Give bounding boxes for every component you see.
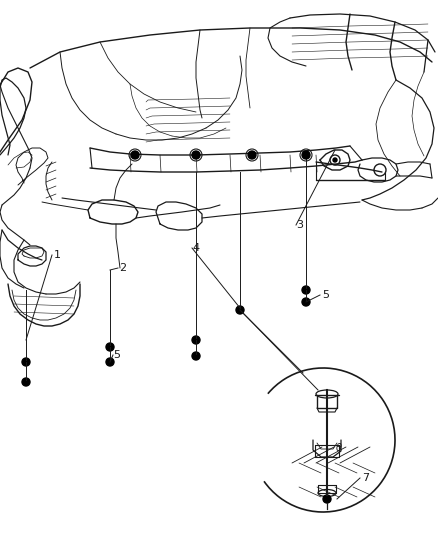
Circle shape xyxy=(22,378,30,386)
Circle shape xyxy=(131,151,139,159)
Circle shape xyxy=(192,336,200,344)
Circle shape xyxy=(192,352,200,360)
Circle shape xyxy=(302,151,310,159)
Circle shape xyxy=(192,151,200,159)
Circle shape xyxy=(22,358,30,366)
Circle shape xyxy=(302,286,310,294)
Circle shape xyxy=(302,298,310,306)
Text: $\theta$: $\theta$ xyxy=(335,441,343,453)
Text: 1: 1 xyxy=(54,250,61,260)
Circle shape xyxy=(236,306,244,314)
Text: 4: 4 xyxy=(192,243,199,253)
Text: 7: 7 xyxy=(362,473,369,483)
Circle shape xyxy=(248,151,256,159)
Circle shape xyxy=(106,343,114,351)
Circle shape xyxy=(106,358,114,366)
Text: 2: 2 xyxy=(119,263,126,273)
Circle shape xyxy=(333,158,337,162)
Text: 5: 5 xyxy=(113,350,120,360)
Text: 5: 5 xyxy=(322,290,329,300)
Text: 3: 3 xyxy=(296,220,303,230)
Circle shape xyxy=(323,495,331,503)
